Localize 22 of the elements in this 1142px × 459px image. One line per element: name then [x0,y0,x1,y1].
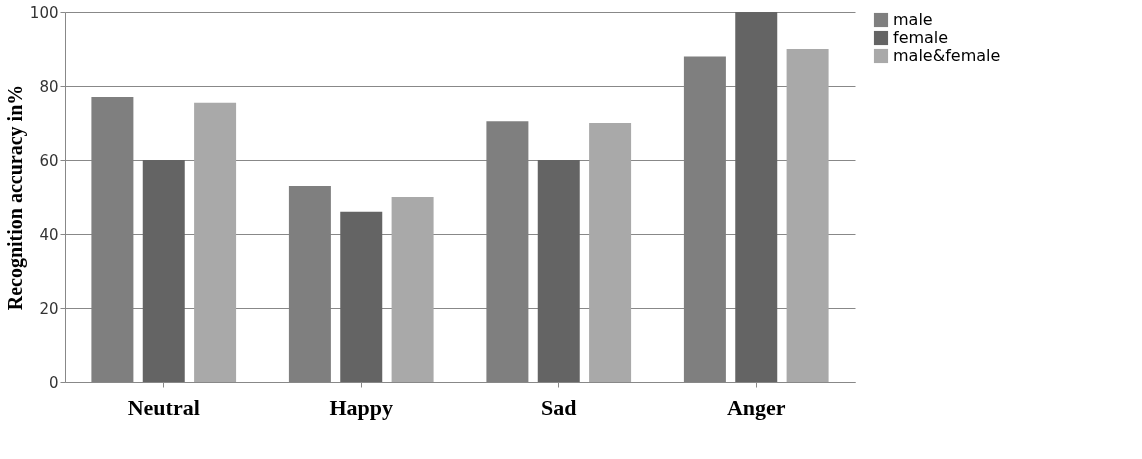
bar [589,123,632,382]
x-tick-label: Neutral [127,394,200,420]
x-tick-label: Happy [329,394,394,420]
bar [340,211,383,382]
y-tick-label: 0 [48,373,59,392]
bar [735,12,778,382]
y-tick-label: 100 [29,3,59,22]
y-tick-label: 40 [39,225,59,244]
bar [786,49,829,382]
bar [391,197,434,382]
y-tick-label: 20 [39,299,59,318]
bar [537,160,580,382]
y-tick-label: 60 [39,151,59,170]
legend-label: male [893,10,933,29]
x-tick-label: Sad [541,394,577,420]
legend-label: male&female [893,46,1001,65]
bar [142,160,185,382]
x-tick-label: Anger [726,394,786,420]
legend-label: female [893,28,949,47]
y-tick-label: 80 [39,77,59,96]
bar [194,102,237,382]
y-axis-title: Recognition accuracy in% [3,84,27,311]
